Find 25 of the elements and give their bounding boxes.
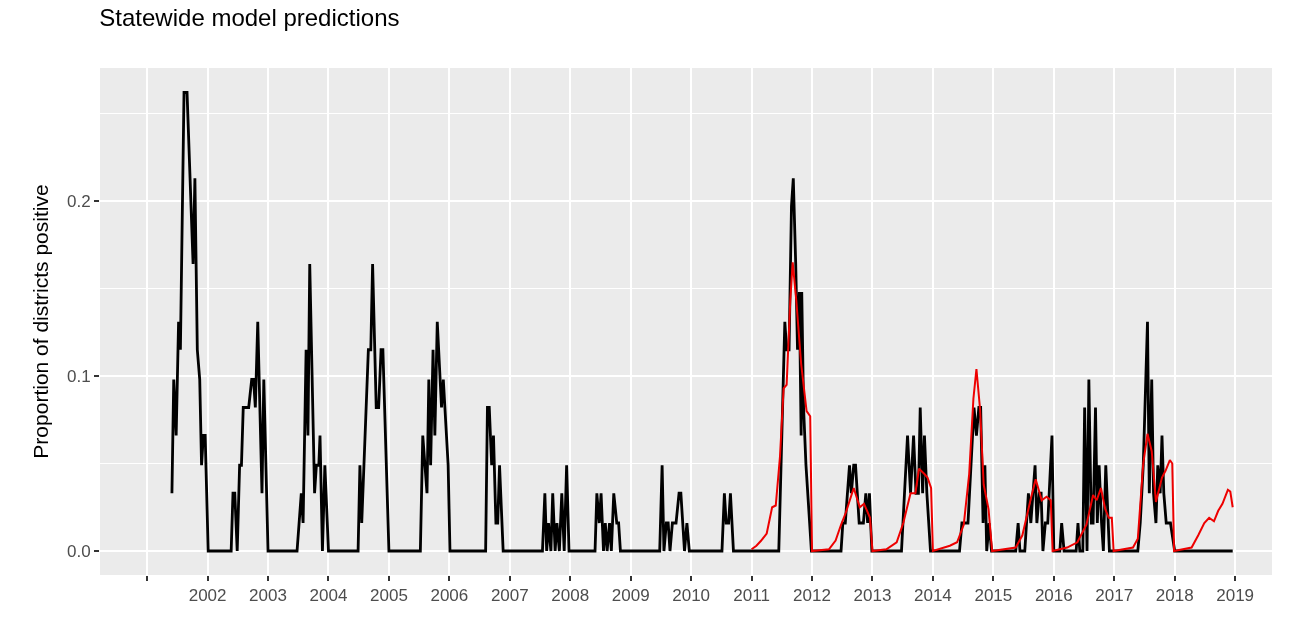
x-tick-label: 2004 bbox=[309, 586, 348, 606]
x-tick-label: 2019 bbox=[1216, 586, 1255, 606]
x-tick-label: 2016 bbox=[1034, 586, 1073, 606]
line-series bbox=[170, 91, 1235, 553]
chart-title: Statewide model predictions bbox=[99, 4, 400, 32]
x-tick-label: 2010 bbox=[672, 586, 711, 606]
y-tick-label: 0.2 bbox=[66, 191, 91, 211]
y-axis-title: Proportion of districts positive bbox=[29, 184, 53, 459]
x-tick-label: 2013 bbox=[853, 586, 892, 606]
x-tick-label: 2006 bbox=[430, 586, 469, 606]
x-tick-label: 2012 bbox=[793, 586, 831, 606]
line-series bbox=[750, 261, 1234, 553]
x-tick-label: 2002 bbox=[188, 586, 227, 606]
x-tick-label: 2009 bbox=[611, 586, 650, 606]
y-tick-label: 0.1 bbox=[66, 366, 91, 386]
x-tick-label: 2008 bbox=[551, 586, 590, 606]
x-tick-label: 2005 bbox=[370, 586, 408, 606]
x-tick-label: 2018 bbox=[1155, 586, 1194, 606]
x-tick-label: 2011 bbox=[733, 586, 770, 606]
x-tick-label: 2007 bbox=[490, 586, 529, 606]
x-tick-label: 2003 bbox=[249, 586, 287, 606]
x-tick-label: 2014 bbox=[914, 586, 952, 606]
x-tick-label: 2015 bbox=[974, 586, 1013, 606]
y-tick-label: 0.0 bbox=[66, 541, 91, 561]
x-tick-label: 2017 bbox=[1095, 586, 1134, 606]
